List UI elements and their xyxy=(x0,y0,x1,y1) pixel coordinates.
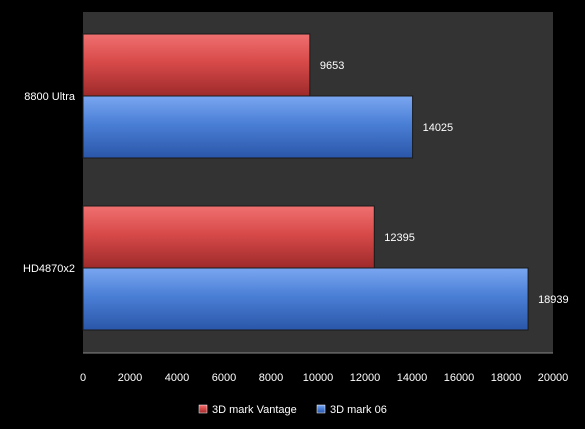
bar-06-0 xyxy=(82,95,414,159)
legend-swatch xyxy=(198,404,208,414)
bar-vantage-0 xyxy=(82,33,311,97)
x-tick-label: 0 xyxy=(80,372,86,384)
x-tick-label: 4000 xyxy=(165,372,189,384)
legend-label: 3D mark 06 xyxy=(330,404,387,416)
bar-06-1 xyxy=(82,267,529,331)
legend-swatch xyxy=(316,404,326,414)
category-label: 8800 Ultra xyxy=(24,91,76,103)
category-label: HD4870x2 xyxy=(23,263,75,275)
x-tick-label: 8000 xyxy=(259,372,283,384)
data-label: 9653 xyxy=(320,60,344,72)
bar-vantage-1 xyxy=(82,205,375,269)
x-tick-label: 14000 xyxy=(397,372,428,384)
x-tick-label: 20000 xyxy=(538,372,569,384)
x-tick-label: 16000 xyxy=(444,372,475,384)
data-label: 12395 xyxy=(384,232,415,244)
legend-label: 3D mark Vantage xyxy=(212,404,297,416)
data-label: 14025 xyxy=(423,122,454,134)
x-tick-label: 10000 xyxy=(303,372,334,384)
x-tick-label: 2000 xyxy=(118,372,142,384)
x-tick-label: 18000 xyxy=(491,372,522,384)
data-label: 18939 xyxy=(538,294,569,306)
x-tick-label: 6000 xyxy=(212,372,236,384)
x-tick-label: 12000 xyxy=(350,372,381,384)
